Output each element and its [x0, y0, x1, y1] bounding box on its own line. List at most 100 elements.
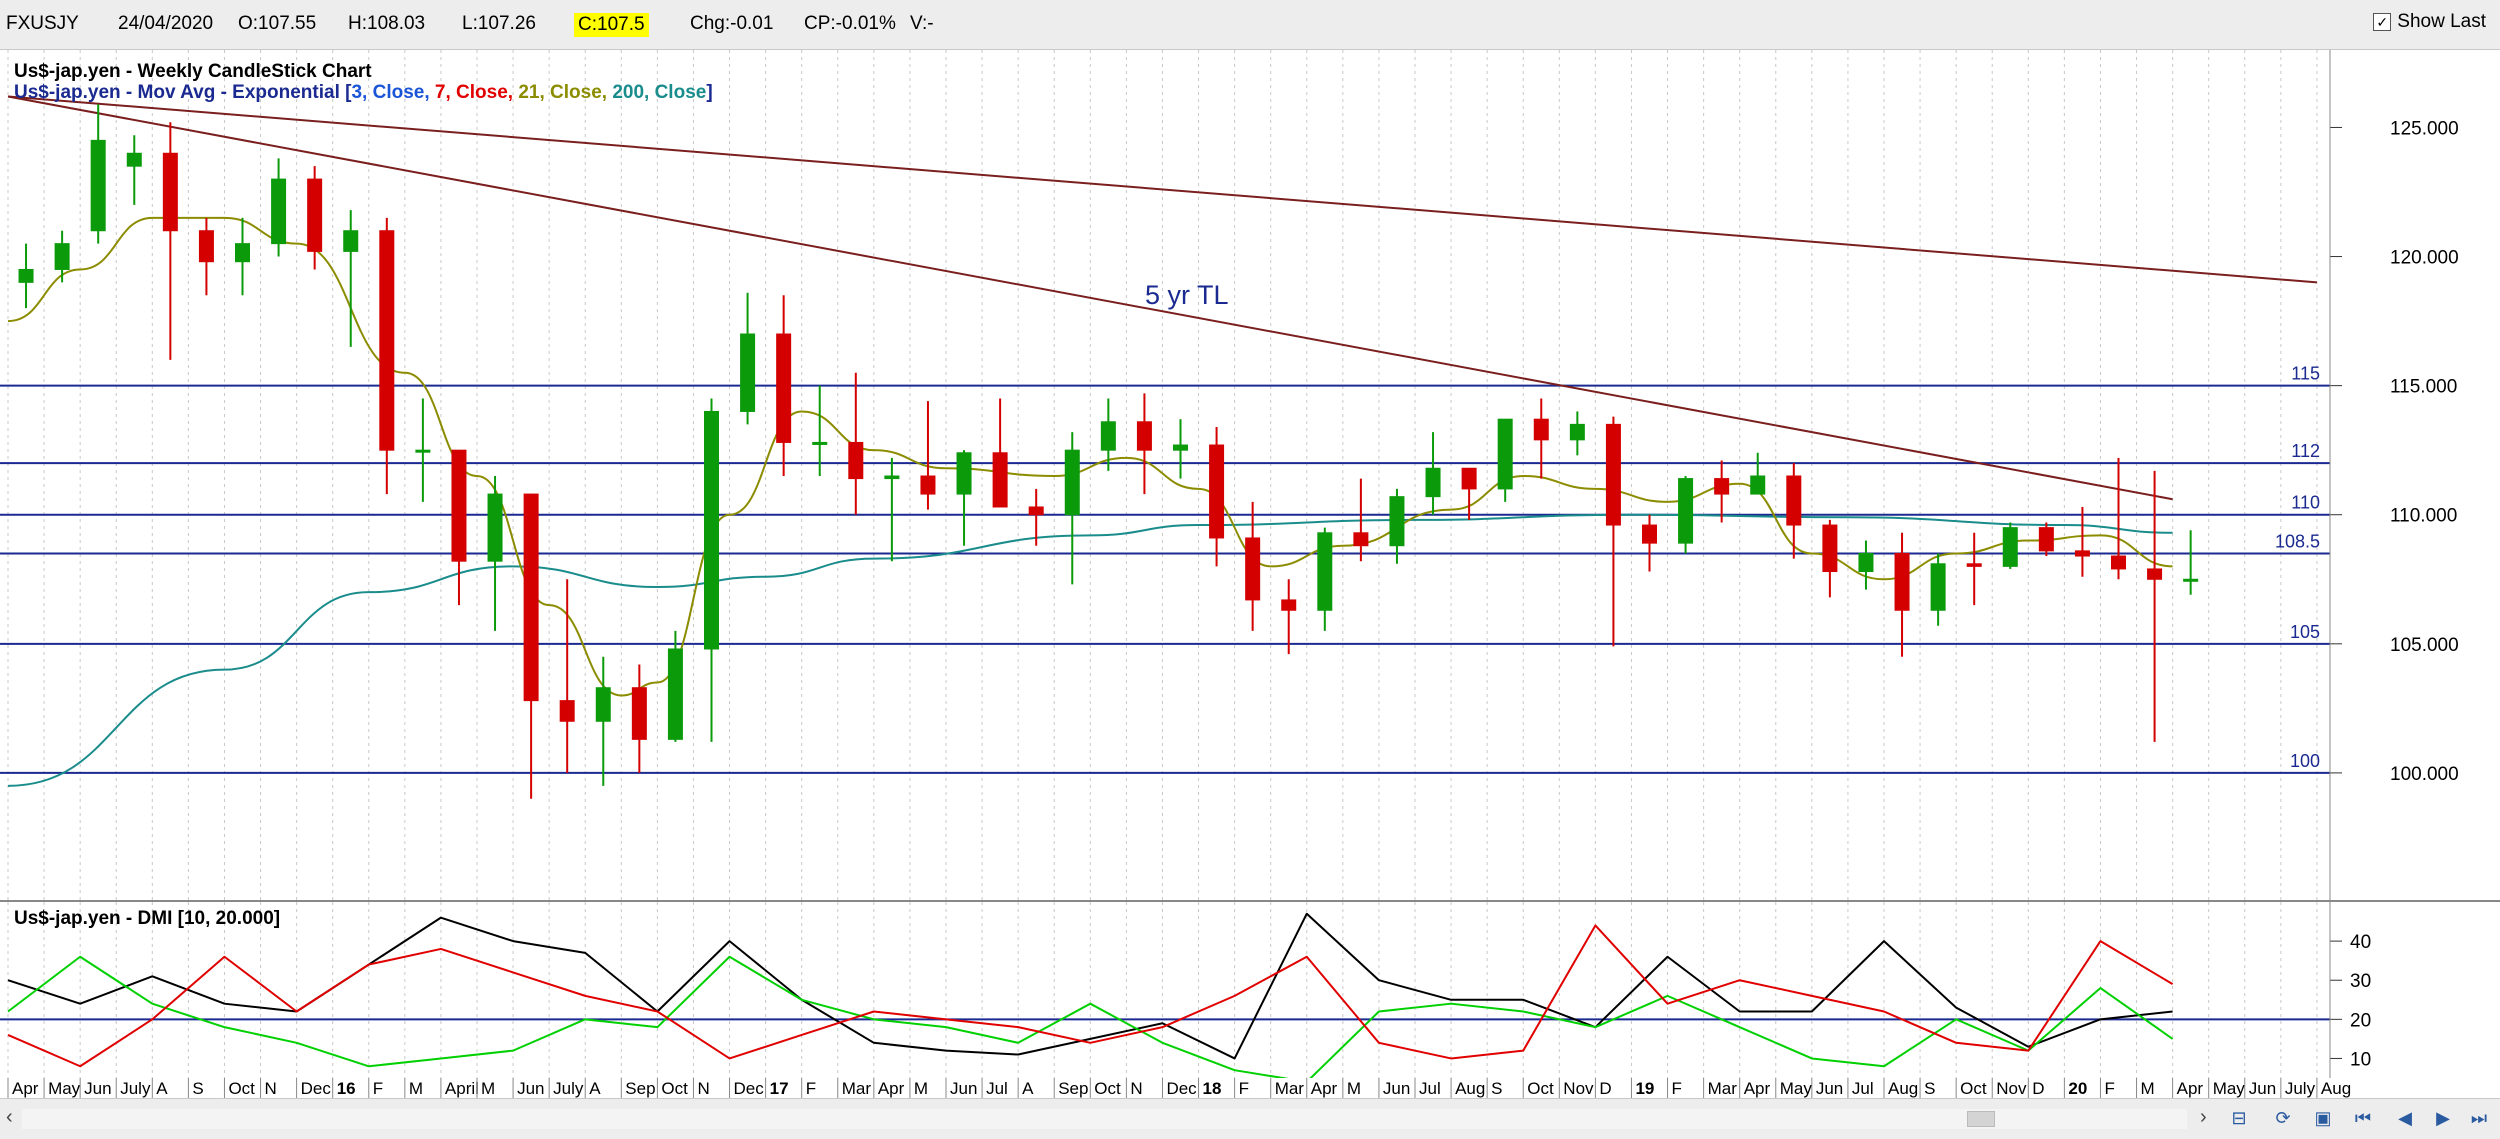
- x-axis-label: Dec: [1166, 1079, 1197, 1098]
- show-last-toggle[interactable]: ✓ Show Last: [2373, 11, 2486, 33]
- x-axis-label: May: [1780, 1079, 1813, 1098]
- candle-body: [1136, 421, 1152, 451]
- candle-body: [1642, 524, 1657, 544]
- candle-body: [1317, 532, 1333, 611]
- show-last-checkbox[interactable]: ✓: [2373, 13, 2392, 31]
- ema-legend-param-7: 7, Close,: [435, 82, 518, 103]
- x-axis-label: Jun: [950, 1079, 977, 1098]
- x-axis-label: N: [265, 1079, 277, 1098]
- candle-body: [1894, 552, 1910, 611]
- level-label: 112: [2291, 441, 2320, 461]
- x-axis-label: Jul: [1852, 1079, 1874, 1098]
- candle-body: [2111, 555, 2126, 570]
- x-axis-label: M: [2141, 1079, 2155, 1098]
- next-icon[interactable]: ▶: [2436, 1107, 2450, 1128]
- x-axis-label: July: [120, 1079, 151, 1098]
- candle-body: [1064, 449, 1080, 516]
- x-axis-label: Dec: [301, 1079, 332, 1098]
- price-axis-label: 105.000: [2390, 635, 2459, 656]
- candle-body: [2183, 578, 2199, 582]
- x-axis-label: May: [2213, 1079, 2246, 1098]
- x-axis-label: Oct: [228, 1079, 255, 1098]
- candle-body: [90, 139, 106, 232]
- candle-body: [1678, 478, 1694, 544]
- dmi-axis-label: 30: [2350, 971, 2371, 992]
- x-axis-label: Apr: [1311, 1079, 1338, 1098]
- price-axis-label: 115.000: [2390, 377, 2457, 398]
- candle-body: [1028, 506, 1044, 516]
- x-axis-label: Apr: [878, 1079, 905, 1098]
- candle-body: [1425, 467, 1441, 498]
- minus-di-line: [7, 924, 2174, 1068]
- ema-legend-name: Us$-jap.yen - Mov Avg - Exponential: [14, 82, 340, 103]
- x-axis-label: Aug: [1455, 1079, 1485, 1098]
- horizontal-scrollbar[interactable]: [22, 1109, 2187, 1129]
- candle-body: [1930, 563, 1946, 611]
- candle-body: [271, 178, 287, 245]
- date-label: 24/04/2020: [118, 13, 214, 34]
- x-axis-label: Jul: [1419, 1079, 1441, 1098]
- candle-body: [956, 452, 972, 495]
- x-axis-label: Sep: [1058, 1079, 1088, 1098]
- ema-line-200: [7, 513, 2173, 787]
- last-page-icon[interactable]: ⏭: [2470, 1107, 2488, 1128]
- x-axis-label: Aug: [1888, 1079, 1918, 1098]
- x-axis-label: F: [1239, 1079, 1249, 1098]
- price-axis-label: 110.000: [2390, 506, 2457, 527]
- price-chart-title: Us$-jap.yen - Weekly CandleStick Chart: [14, 61, 372, 82]
- x-axis-label: M: [914, 1079, 928, 1098]
- level-label: 108.5: [2275, 531, 2320, 551]
- x-axis-label: 16: [337, 1079, 356, 1098]
- x-axis-label: S: [1491, 1079, 1502, 1098]
- candle-body: [2002, 527, 2018, 567]
- x-axis-label: S: [1924, 1079, 1935, 1098]
- low-label: L:107.26: [462, 13, 536, 34]
- candle-body: [595, 687, 611, 722]
- dmi-chart[interactable]: 40 30 20 10 Us$-jap.yen - DMI [10, 20.000]: [0, 902, 2500, 1078]
- price-axis-label: 125.000: [2390, 118, 2459, 139]
- x-axis-label: Jun: [1383, 1079, 1410, 1098]
- candle-body: [1209, 444, 1225, 539]
- scrollbar-thumb[interactable]: [1967, 1111, 1995, 1127]
- candle-body: [1822, 524, 1838, 573]
- candle-body: [1497, 418, 1513, 490]
- candle-body: [523, 493, 539, 702]
- candle-body: [920, 475, 936, 495]
- x-axis-label: 17: [770, 1079, 789, 1098]
- x-axis-label: A: [156, 1079, 168, 1098]
- candle-body: [631, 687, 647, 740]
- trendline-annotation: 5 yr TL: [1145, 280, 1229, 310]
- dmi-axis-label: 20: [2350, 1010, 2371, 1031]
- zoom-out-icon[interactable]: ⊟: [2231, 1107, 2247, 1128]
- candle-body: [848, 441, 864, 480]
- close-label: C:107.5: [574, 13, 649, 37]
- dmi-axis-label: 40: [2350, 932, 2371, 953]
- candle-body: [1389, 496, 1405, 547]
- x-axis-label: Jun: [517, 1079, 544, 1098]
- candle-body: [307, 178, 323, 252]
- scroll-left-arrow[interactable]: ‹: [6, 1106, 13, 1128]
- ema-legend-param-21: 21, Close,: [518, 82, 612, 103]
- candle-body: [1858, 552, 1874, 573]
- first-page-icon[interactable]: ⏮: [2354, 1107, 2372, 1128]
- refresh-icon[interactable]: ⟳: [2275, 1107, 2291, 1128]
- x-axis-label: M: [409, 1079, 423, 1098]
- x-axis-label: Oct: [1094, 1079, 1121, 1098]
- scroll-right-arrow[interactable]: ›: [2200, 1106, 2207, 1128]
- save-icon[interactable]: ▣: [2314, 1107, 2332, 1128]
- previous-icon[interactable]: ◀: [2398, 1107, 2412, 1128]
- candle-body: [451, 449, 467, 562]
- candle-body: [1605, 423, 1621, 526]
- x-axis-label: F: [2104, 1079, 2114, 1098]
- x-axis-label: D: [1599, 1079, 1611, 1098]
- price-axis-label: 100.000: [2390, 764, 2459, 785]
- candle-body: [812, 441, 828, 445]
- candle-body: [198, 230, 214, 263]
- candle-body: [1100, 421, 1116, 451]
- x-axis-label: Jul: [986, 1079, 1008, 1098]
- candle-body: [1533, 418, 1549, 441]
- x-axis-label: Dec: [734, 1079, 765, 1098]
- price-chart[interactable]: 115 112 110 108.5 105 100 125.000 120.000 115.0…: [0, 50, 2500, 902]
- x-axis-label: M: [481, 1079, 495, 1098]
- ema-legend-param-3: 3, Close,: [351, 82, 434, 103]
